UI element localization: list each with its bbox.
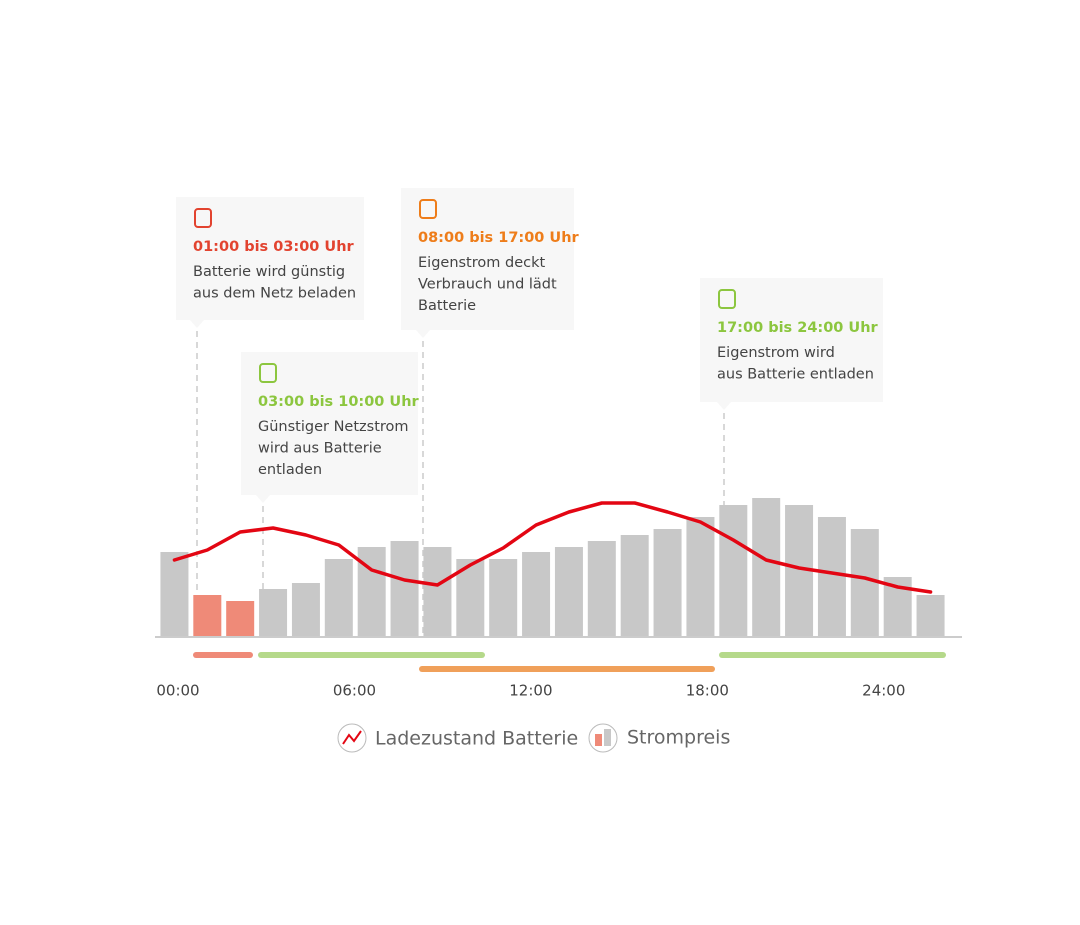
annotation-text: Verbrauch und lädt: [418, 277, 557, 293]
battery-line: [172, 501, 933, 594]
annotation-box: [700, 278, 883, 402]
annotation-icon: [194, 208, 212, 228]
x-tick-label: 18:00: [686, 682, 729, 700]
bar: [160, 552, 189, 637]
legend-icon: [342, 730, 362, 745]
bar: [259, 589, 288, 637]
annotation-box: [176, 197, 364, 320]
annotation-text: Eigenstrom deckt: [418, 255, 545, 271]
bar: [554, 547, 583, 637]
pointer: [256, 495, 270, 503]
bar: [916, 595, 945, 637]
x-tick-label: 00:00: [156, 682, 199, 700]
annotation-box: [241, 352, 418, 495]
bar: [489, 559, 518, 637]
annotation-icon: [419, 199, 437, 219]
bar: [291, 583, 320, 637]
bar: [719, 505, 748, 637]
annotation-icon: [259, 363, 277, 383]
annotation-text: Günstiger Netzstrom: [258, 419, 409, 435]
bar: [653, 529, 682, 637]
bar: [817, 517, 846, 637]
annotation-text: Batterie: [418, 298, 476, 314]
annotation-text: aus dem Netz beladen: [193, 286, 356, 302]
bar: [193, 595, 222, 637]
annotation-text: Eigenstrom wird: [717, 345, 835, 361]
x-tick-label: 12:00: [509, 682, 552, 700]
legend-label: Ladezustand Batterie: [375, 728, 578, 750]
legend-icon: [595, 734, 602, 746]
bar: [620, 535, 649, 637]
annotation-text: Batterie wird günstig: [193, 264, 345, 280]
bar: [522, 552, 551, 637]
bar: [850, 529, 879, 637]
pointer: [190, 320, 204, 328]
legend-icon: [604, 729, 611, 746]
pointer: [416, 330, 430, 338]
annotation-text: entladen: [258, 462, 322, 478]
layer: 01:00 bis 03:00 Uhr Batterie wird günstig…: [156, 188, 945, 700]
bar: [587, 541, 616, 637]
bar: [226, 601, 255, 637]
legend-label: Strompreis: [627, 727, 730, 749]
bar: [324, 559, 353, 637]
bar: [423, 547, 452, 637]
x-tick-label: 06:00: [333, 682, 376, 700]
x-tick-label: 24:00: [862, 682, 905, 700]
annotation-title: 01:00 bis 03:00 Uhr: [193, 239, 355, 255]
annotation-box: [401, 188, 574, 330]
annotation-text: wird aus Batterie: [258, 441, 382, 457]
annotation-text: aus Batterie entladen: [717, 367, 874, 383]
bar: [752, 498, 781, 637]
annotation-title: 03:00 bis 10:00 Uhr: [258, 394, 420, 410]
annotation-icon: [718, 289, 736, 309]
annotation-title: 17:00 bis 24:00 Uhr: [717, 320, 879, 336]
bar: [390, 541, 419, 637]
pointer: [717, 402, 731, 410]
annotation-title: 08:00 bis 17:00 Uhr: [418, 230, 580, 246]
legend-icon: [588, 723, 618, 753]
bar: [686, 517, 715, 637]
